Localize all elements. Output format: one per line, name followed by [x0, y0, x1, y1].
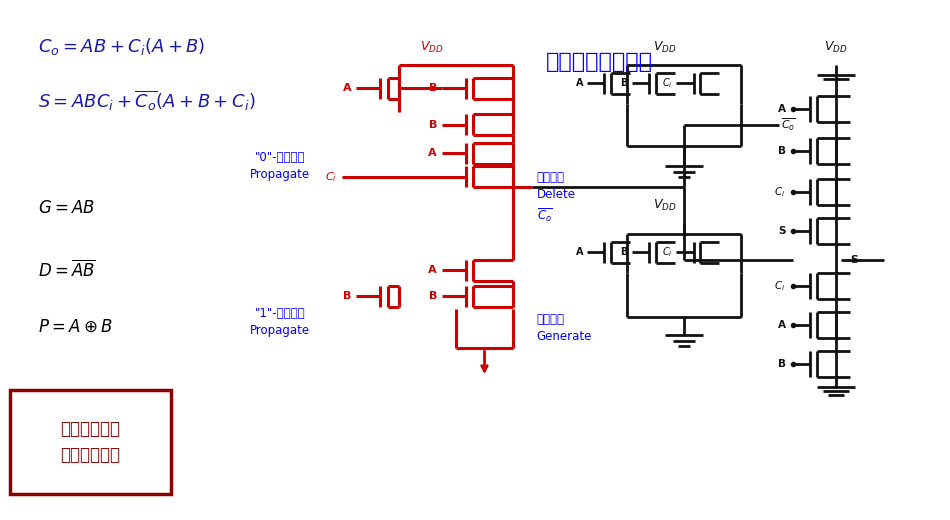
- Text: $C_i$: $C_i$: [774, 279, 786, 293]
- Text: A: A: [576, 78, 583, 88]
- FancyBboxPatch shape: [10, 390, 171, 494]
- Text: "0"-进位传播
Propagate: "0"-进位传播 Propagate: [250, 151, 311, 181]
- Text: A: A: [428, 265, 437, 276]
- Text: S: S: [850, 255, 858, 265]
- Text: $C_i$: $C_i$: [662, 76, 673, 90]
- Text: B: B: [428, 120, 437, 130]
- Text: B: B: [428, 83, 437, 94]
- Text: $V_{DD}$: $V_{DD}$: [421, 40, 444, 55]
- Text: A: A: [428, 148, 437, 159]
- Text: $S = ABC_i + \overline{C_o}(A + B + C_i)$: $S = ABC_i + \overline{C_o}(A + B + C_i)…: [38, 88, 256, 113]
- Text: $C_i$: $C_i$: [774, 186, 786, 199]
- Text: B: B: [778, 146, 786, 156]
- Text: S: S: [778, 226, 786, 237]
- Text: $G = AB$: $G = AB$: [38, 200, 95, 216]
- Text: $C_i$: $C_i$: [325, 170, 337, 184]
- Text: $V_{DD}$: $V_{DD}$: [825, 40, 847, 55]
- Text: $D = \overline{A}\overline{B}$: $D = \overline{A}\overline{B}$: [38, 260, 96, 281]
- Text: 进位产生
Generate: 进位产生 Generate: [537, 313, 592, 343]
- Text: B: B: [343, 291, 352, 302]
- Text: A: A: [778, 320, 786, 330]
- Text: A: A: [576, 247, 583, 257]
- Text: $C_i$: $C_i$: [662, 245, 673, 259]
- Text: 改进的镜像加法器: 改进的镜像加法器: [546, 53, 654, 72]
- Text: B: B: [428, 291, 437, 302]
- Text: $V_{DD}$: $V_{DD}$: [654, 198, 676, 213]
- Text: A: A: [778, 104, 786, 114]
- Text: B: B: [620, 78, 628, 88]
- Text: B: B: [778, 359, 786, 369]
- Text: "1"-进位传播
Propagate: "1"-进位传播 Propagate: [250, 307, 311, 337]
- Text: 进位取消
Delete
$\overline{C_o}$: 进位取消 Delete $\overline{C_o}$: [537, 171, 576, 224]
- Text: A: A: [343, 83, 352, 94]
- Text: $P = A \oplus B$: $P = A \oplus B$: [38, 319, 113, 336]
- Text: $\overline{C_o}$: $\overline{C_o}$: [781, 116, 796, 133]
- Text: B: B: [620, 247, 628, 257]
- Text: $C_o = AB + C_i(A + B)$: $C_o = AB + C_i(A + B)$: [38, 36, 205, 57]
- Text: $V_{DD}$: $V_{DD}$: [654, 40, 676, 55]
- Text: 非对偶，但是
对称或者镜像: 非对偶，但是 对称或者镜像: [60, 420, 121, 464]
